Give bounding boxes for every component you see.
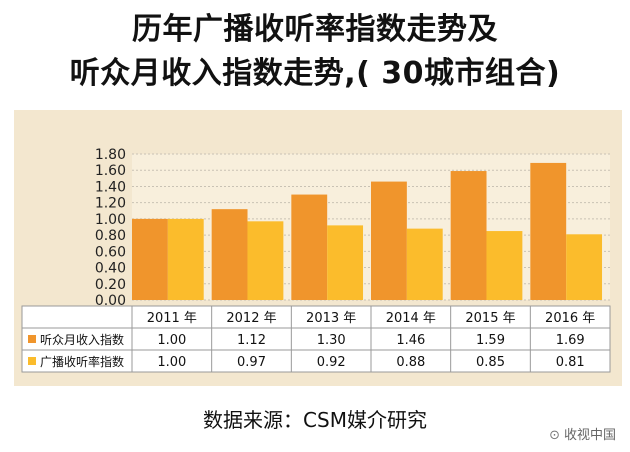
x-category-label: 2014 年 — [386, 311, 436, 326]
data-label: 0.81 — [556, 355, 585, 370]
watermark-text: 收视中国 — [563, 428, 616, 443]
legend-swatch — [28, 357, 36, 365]
y-tick-label: 1.00 — [95, 212, 126, 228]
data-label: 1.30 — [317, 333, 346, 348]
data-label: 1.12 — [237, 333, 266, 348]
y-tick-label: 1.40 — [95, 179, 126, 195]
x-category-label: 2016 年 — [545, 311, 595, 326]
data-table — [21, 305, 611, 373]
bar-listening-index — [327, 225, 364, 300]
legend-swatch — [28, 335, 36, 343]
watermark: ⊙ 收视中国 — [549, 424, 616, 443]
y-tick-label: 0.60 — [95, 244, 126, 260]
y-tick-label: 1.20 — [95, 196, 126, 212]
y-tick-label: 1.80 — [95, 147, 126, 163]
data-label: 1.00 — [157, 333, 186, 348]
data-label: 0.85 — [476, 355, 505, 370]
chart-title-line-2: 听众月收入指数走势,( 30城市组合) — [69, 56, 561, 91]
legend-label: 广播收听率指数 — [40, 354, 124, 369]
y-tick-label: 0.20 — [95, 277, 126, 293]
bar-income-index — [530, 162, 567, 300]
x-category-label: 2011 年 — [147, 311, 197, 326]
bar-listening-index — [247, 221, 284, 300]
data-source-note: 数据来源：CSM媒介研究 — [203, 408, 427, 432]
y-tick-label: 1.60 — [95, 163, 126, 179]
bar-listening-index — [566, 234, 603, 300]
bar-income-index — [132, 218, 168, 300]
y-tick-label: 0.00 — [95, 293, 126, 309]
data-label: 0.88 — [396, 355, 425, 370]
bar-listening-index — [486, 231, 523, 300]
y-tick-label: 0.80 — [95, 228, 126, 244]
data-label: 1.46 — [396, 333, 425, 348]
wechat-icon: ⊙ — [549, 428, 560, 443]
data-label: 1.00 — [157, 355, 186, 370]
bar-income-index — [450, 171, 487, 300]
bar-listening-index — [406, 228, 443, 300]
chart-panel: 0.00 0.20 0.40 0.60 0.80 1.00 1.20 1.40 1.60 1.80… — [14, 110, 622, 386]
data-label: 0.92 — [317, 355, 346, 370]
y-tick-label: 0.40 — [95, 261, 126, 277]
data-label: 1.59 — [476, 333, 505, 348]
legend-label: 听众月收入指数 — [40, 332, 124, 347]
bar-chart: 0.000.200.400.600.801.001.201.401.601.80… — [21, 147, 611, 373]
bar-income-index — [371, 181, 407, 300]
data-label: 1.69 — [556, 333, 585, 348]
x-category-label: 2013 年 — [306, 311, 356, 326]
bar-listening-index — [167, 218, 204, 300]
x-category-label: 2015 年 — [465, 311, 515, 326]
chart-title-line-1: 历年广播收听率指数走势及 — [132, 12, 498, 47]
data-label: 0.97 — [237, 355, 266, 370]
bar-income-index — [291, 194, 328, 300]
bar-income-index — [211, 209, 248, 300]
x-category-label: 2012 年 — [226, 311, 276, 326]
